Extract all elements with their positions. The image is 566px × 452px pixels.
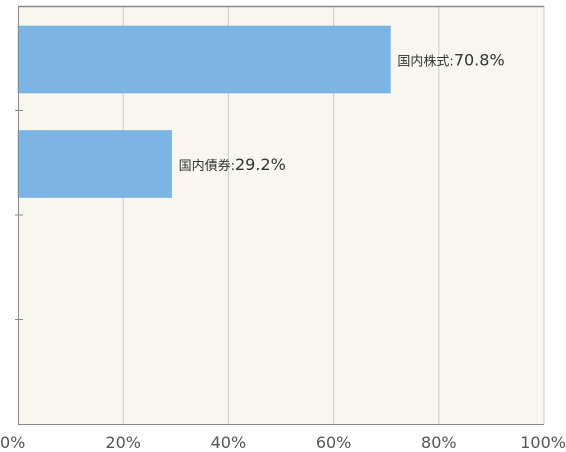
bar-label-2: 国内債券:29.2% [179,155,286,174]
axes [15,5,544,425]
x-tick-label: 80% [421,433,457,452]
bars [17,25,391,198]
bar-labels: 国内株式:70.8%国内債券:29.2% [179,51,505,175]
bar-label-1: 国内株式:70.8% [397,51,504,70]
bar-label-separator: : [449,55,453,70]
x-tick-label: 0% [0,433,25,452]
bar-2 [17,130,172,198]
bar-value-label: 70.8% [454,51,505,70]
bar-value-label: 29.2% [235,155,286,174]
x-tick-label: 60% [316,433,352,452]
bar-label-separator: : [231,159,235,174]
x-tick-label: 100% [520,433,566,452]
bar-category-label: 国内債券 [179,158,231,174]
bar-category-label: 国内株式 [397,54,449,70]
x-tick-label: 20% [105,433,141,452]
bar-1 [17,25,391,94]
x-tick-labels: 0% 20% 40% 60% 80% 100% [0,433,566,452]
x-tick-label: 40% [211,433,247,452]
